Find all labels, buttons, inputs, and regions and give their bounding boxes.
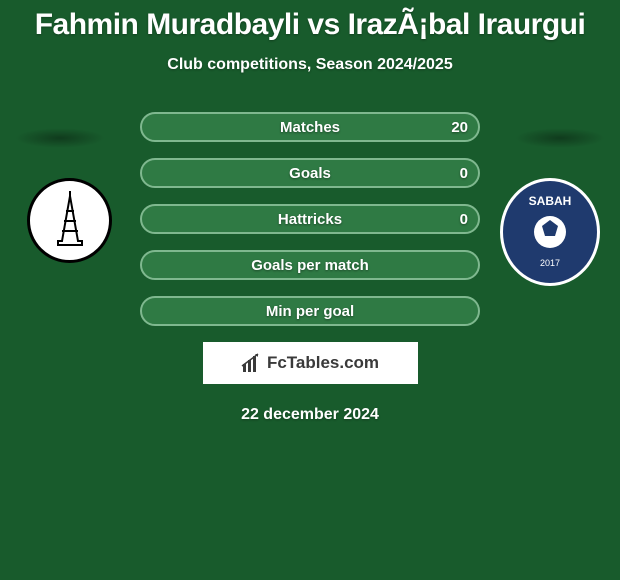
date-line: 22 december 2024 bbox=[0, 406, 620, 424]
stat-row-goals: Goals 0 bbox=[140, 158, 480, 188]
stat-label: Hattricks bbox=[278, 211, 342, 228]
football-icon bbox=[530, 212, 570, 252]
shadow-right bbox=[515, 128, 605, 148]
stat-label: Matches bbox=[280, 119, 340, 136]
stat-value-right: 0 bbox=[460, 211, 468, 228]
stats-container: Matches 20 Goals 0 Hattricks 0 Goals per… bbox=[140, 112, 480, 326]
bar-chart-icon bbox=[241, 352, 263, 374]
club-badge-right: SABAH 2017 bbox=[500, 178, 600, 286]
page-title: Fahmin Muradbayli vs IrazÃ¡bal Iraurgui bbox=[0, 0, 620, 42]
badge-right-top: SABAH bbox=[529, 195, 572, 208]
stat-row-goals-per-match: Goals per match bbox=[140, 250, 480, 280]
stat-value-right: 0 bbox=[460, 165, 468, 182]
stat-label: Goals per match bbox=[251, 257, 369, 274]
stat-label: Min per goal bbox=[266, 303, 354, 320]
badge-right-bottom: 2017 bbox=[529, 259, 572, 269]
brand-text: FcTables.com bbox=[267, 353, 379, 373]
stat-value-right: 20 bbox=[451, 119, 468, 136]
stat-row-matches: Matches 20 bbox=[140, 112, 480, 142]
brand-box: FcTables.com bbox=[203, 342, 418, 384]
subtitle: Club competitions, Season 2024/2025 bbox=[0, 56, 620, 74]
stat-row-min-per-goal: Min per goal bbox=[140, 296, 480, 326]
stat-label: Goals bbox=[289, 165, 331, 182]
oil-derrick-icon bbox=[40, 191, 100, 251]
club-badge-left bbox=[27, 178, 112, 263]
stat-row-hattricks: Hattricks 0 bbox=[140, 204, 480, 234]
shadow-left bbox=[15, 128, 105, 148]
